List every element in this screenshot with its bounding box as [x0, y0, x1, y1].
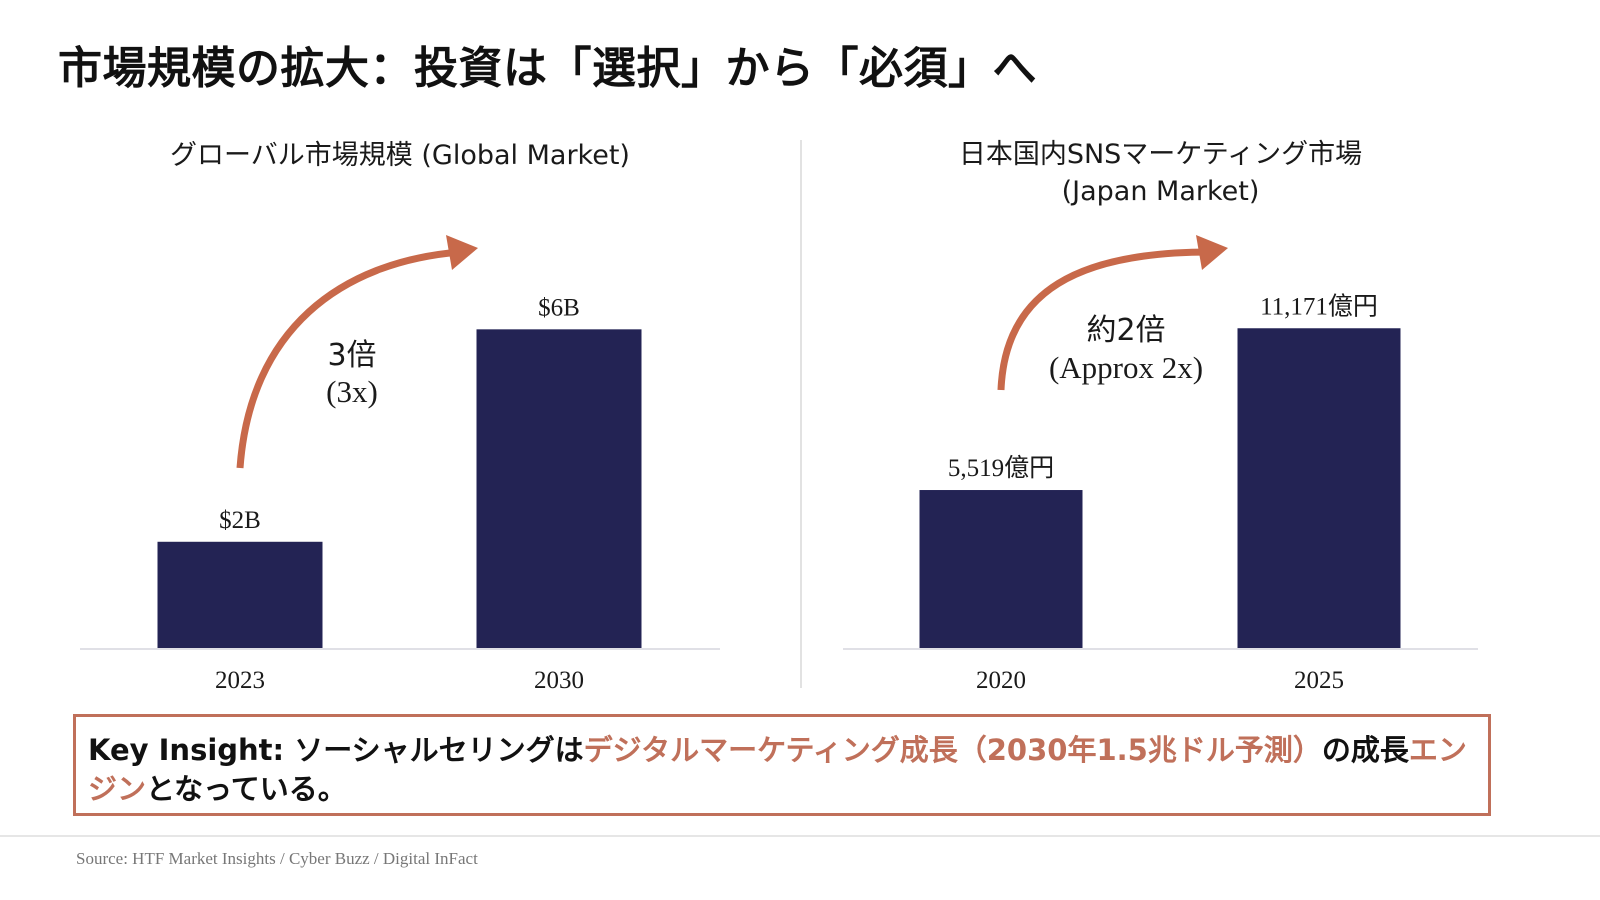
value-label-2030: $6B [538, 294, 580, 321]
chart-divider [800, 140, 802, 688]
bar-2023 [157, 541, 323, 648]
growth-annotation-sublabel: (3x) [326, 374, 378, 409]
x-tick-label-2020: 2020 [976, 667, 1026, 694]
japan-chart-title-main: 日本国内SNSマーケティング市場 [958, 139, 1363, 170]
insight-label: Key Insight: [88, 733, 295, 767]
x-tick-label-2030: 2030 [534, 667, 584, 694]
growth-arrow-head [446, 235, 478, 270]
growth-arrow-head [1196, 235, 1228, 270]
value-label-2020: 5,519億円 [948, 454, 1054, 482]
insight-highlight-2: エンジン [88, 733, 1467, 806]
bar-2020 [919, 490, 1083, 648]
x-tick-label-2025: 2025 [1294, 667, 1344, 694]
growth-annotation-label: 3倍 [327, 338, 376, 373]
japan-market-chart: 5,519億円 2020 11,171億円 2025 約2倍(Approx 2x) [843, 235, 1478, 694]
japan-chart-title: 日本国内SNSマーケティング市場 (Japan Market) [843, 136, 1478, 210]
footer-divider [0, 835, 1600, 837]
growth-arrow-curve [997, 248, 1211, 391]
japan-chart-title-sub: (Japan Market) [1061, 176, 1260, 207]
bar-2025 [1237, 328, 1401, 648]
insight-text-3: となっている。 [146, 772, 347, 806]
bar-2030 [476, 329, 642, 648]
slide-title: 市場規模の拡大：投資は「選択」から「必須」へ [58, 43, 1037, 94]
growth-annotation-label: 約2倍 [1086, 313, 1165, 348]
insight-highlight-1: デジタルマーケティング成長（2030年1.5兆ドル予測） [583, 733, 1322, 767]
insight-text-2: の成長 [1321, 733, 1409, 767]
growth-annotation-sublabel: (Approx 2x) [1049, 350, 1203, 385]
value-label-2025: 11,171億円 [1260, 292, 1378, 320]
x-tick-label-2023: 2023 [215, 667, 265, 694]
source-note: Source: HTF Market Insights / Cyber Buzz… [76, 849, 478, 868]
insight-text-1: ソーシャルセリングは [294, 733, 584, 767]
global-chart-title: グローバル市場規模 (Global Market) [170, 140, 630, 171]
global-market-chart: $2B 2023 $6B 2030 3倍(3x) [80, 235, 720, 694]
growth-arrow-curve [236, 248, 461, 469]
value-label-2023: $2B [219, 507, 261, 534]
key-insight-box: Key Insight: ソーシャルセリングはデジタルマーケティング成長（203… [73, 714, 1491, 816]
